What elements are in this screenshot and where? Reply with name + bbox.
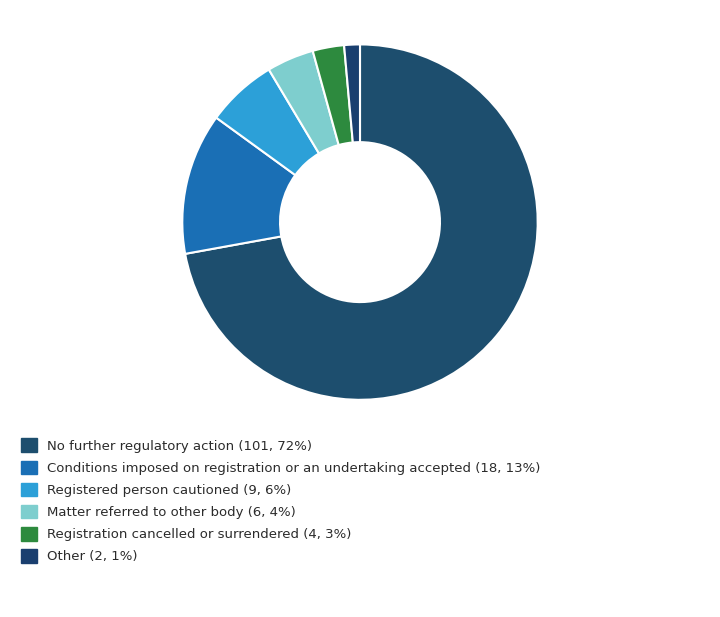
Wedge shape [182, 118, 295, 254]
Wedge shape [344, 44, 360, 143]
Legend: No further regulatory action (101, 72%), Conditions imposed on registration or a: No further regulatory action (101, 72%),… [21, 439, 541, 563]
Wedge shape [185, 44, 538, 400]
Wedge shape [216, 70, 319, 175]
Wedge shape [312, 45, 353, 145]
Wedge shape [269, 51, 338, 154]
